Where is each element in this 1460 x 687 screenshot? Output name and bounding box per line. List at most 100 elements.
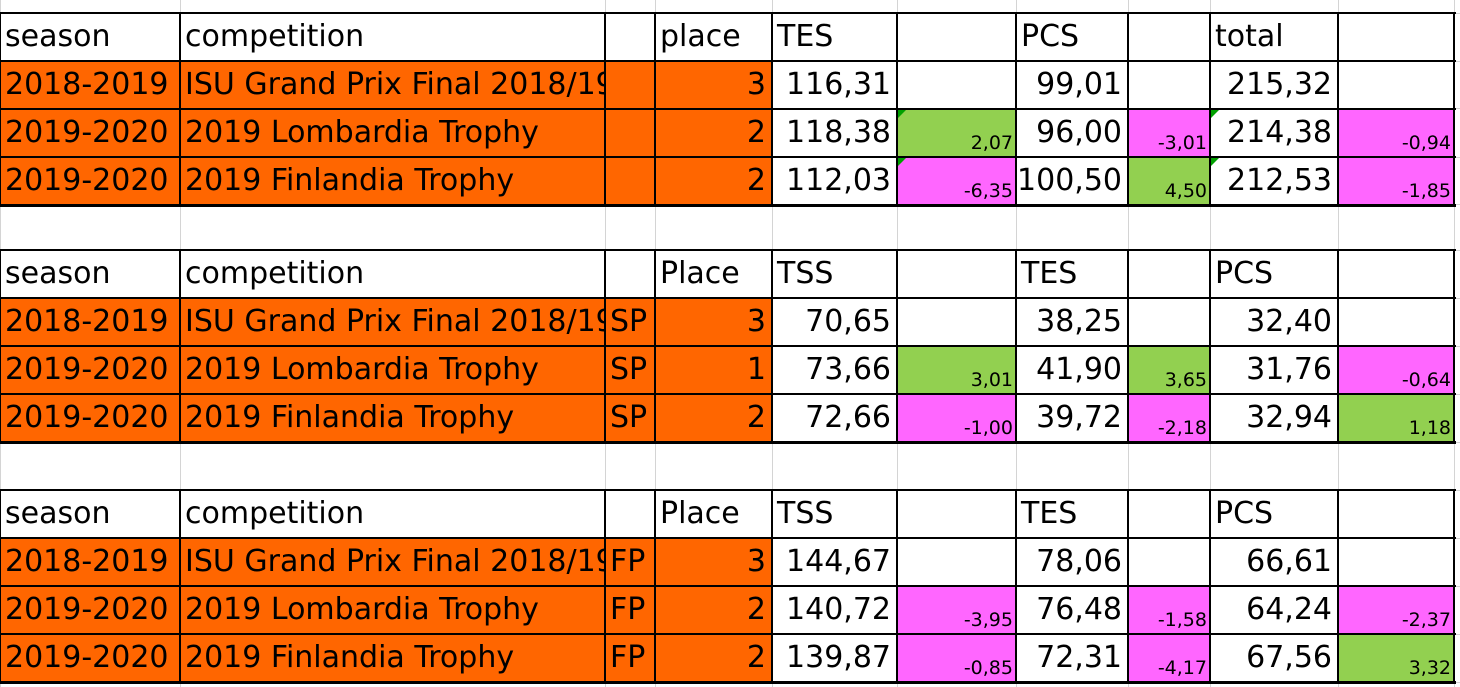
cell-delta-3[interactable] xyxy=(1338,61,1454,109)
column-header-delta-3[interactable] xyxy=(1338,490,1454,538)
cell-competition[interactable]: 2019 Finlandia Trophy xyxy=(180,394,605,442)
cell-delta-3[interactable]: 3,32 xyxy=(1338,634,1454,682)
cell-season[interactable]: 2018-2019 xyxy=(0,538,180,586)
column-header-competition[interactable]: competition xyxy=(180,490,605,538)
column-header-score-2[interactable]: PCS xyxy=(1016,13,1128,61)
cell-score-2[interactable]: 39,72 xyxy=(1016,394,1128,442)
cell-delta-2[interactable]: -1,58 xyxy=(1128,586,1210,634)
cell-segment[interactable]: FP xyxy=(605,586,655,634)
cell-score-1[interactable]: 72,66 xyxy=(772,394,897,442)
column-header-delta-2[interactable] xyxy=(1128,490,1210,538)
column-header-delta-1[interactable] xyxy=(897,250,1016,298)
cell-score-2[interactable]: 72,31 xyxy=(1016,634,1128,682)
column-header-competition[interactable]: competition xyxy=(180,250,605,298)
cell-competition[interactable]: ISU Grand Prix Final 2018/19 xyxy=(180,61,605,109)
cell-delta-2[interactable]: -3,01 xyxy=(1128,109,1210,157)
column-header-delta-3[interactable] xyxy=(1338,250,1454,298)
column-header-score-2[interactable]: TES xyxy=(1016,490,1128,538)
cell-delta-1[interactable] xyxy=(897,298,1016,346)
cell-season[interactable]: 2018-2019 xyxy=(0,61,180,109)
cell-delta-2[interactable] xyxy=(1128,298,1210,346)
column-header-delta-1[interactable] xyxy=(897,13,1016,61)
column-header-score-3[interactable]: total xyxy=(1210,13,1338,61)
cell-score-3[interactable]: 215,32 xyxy=(1210,61,1338,109)
cell-score-1[interactable]: 116,31 xyxy=(772,61,897,109)
cell-score-3[interactable]: 31,76 xyxy=(1210,346,1338,394)
cell-segment[interactable] xyxy=(605,61,655,109)
column-header-segment[interactable] xyxy=(605,490,655,538)
cell-delta-2[interactable]: 4,50 xyxy=(1128,157,1210,205)
cell-delta-1[interactable]: -0,85 xyxy=(897,634,1016,682)
column-header-score-2[interactable]: TES xyxy=(1016,250,1128,298)
cell-delta-3[interactable]: -2,37 xyxy=(1338,586,1454,634)
cell-season[interactable]: 2019-2020 xyxy=(0,346,180,394)
cell-segment[interactable]: FP xyxy=(605,538,655,586)
cell-delta-1[interactable] xyxy=(897,538,1016,586)
cell-place[interactable]: 2 xyxy=(655,157,772,205)
cell-score-2[interactable]: 96,00 xyxy=(1016,109,1128,157)
column-header-score-1[interactable]: TSS xyxy=(772,250,897,298)
cell-delta-1[interactable]: -3,95 xyxy=(897,586,1016,634)
cell-delta-3[interactable] xyxy=(1338,538,1454,586)
cell-competition[interactable]: 2019 Lombardia Trophy xyxy=(180,586,605,634)
cell-delta-1[interactable]: 2,07 xyxy=(897,109,1016,157)
cell-place[interactable]: 2 xyxy=(655,586,772,634)
cell-delta-2[interactable]: 3,65 xyxy=(1128,346,1210,394)
cell-competition[interactable]: ISU Grand Prix Final 2018/19 xyxy=(180,538,605,586)
cell-score-1[interactable]: 118,38 xyxy=(772,109,897,157)
cell-season[interactable]: 2019-2020 xyxy=(0,394,180,442)
column-header-score-1[interactable]: TSS xyxy=(772,490,897,538)
cell-segment[interactable] xyxy=(605,109,655,157)
cell-score-3[interactable]: 64,24 xyxy=(1210,586,1338,634)
cell-place[interactable]: 3 xyxy=(655,61,772,109)
cell-delta-3[interactable]: 1,18 xyxy=(1338,394,1454,442)
cell-score-3[interactable]: 67,56 xyxy=(1210,634,1338,682)
column-header-delta-2[interactable] xyxy=(1128,13,1210,61)
column-header-segment[interactable] xyxy=(605,250,655,298)
cell-competition[interactable]: 2019 Finlandia Trophy xyxy=(180,157,605,205)
cell-score-2[interactable]: 76,48 xyxy=(1016,586,1128,634)
cell-score-2[interactable]: 41,90 xyxy=(1016,346,1128,394)
cell-score-2[interactable]: 78,06 xyxy=(1016,538,1128,586)
cell-season[interactable]: 2019-2020 xyxy=(0,634,180,682)
cell-delta-1[interactable]: 3,01 xyxy=(897,346,1016,394)
column-header-delta-1[interactable] xyxy=(897,490,1016,538)
cell-delta-2[interactable]: -4,17 xyxy=(1128,634,1210,682)
column-header-segment[interactable] xyxy=(605,13,655,61)
cell-delta-1[interactable]: -6,35 xyxy=(897,157,1016,205)
cell-score-1[interactable]: 144,67 xyxy=(772,538,897,586)
cell-delta-3[interactable]: -1,85 xyxy=(1338,157,1454,205)
cell-score-3[interactable]: 32,94 xyxy=(1210,394,1338,442)
column-header-competition[interactable]: competition xyxy=(180,13,605,61)
cell-season[interactable]: 2019-2020 xyxy=(0,157,180,205)
cell-segment[interactable]: SP xyxy=(605,394,655,442)
cell-place[interactable]: 2 xyxy=(655,109,772,157)
column-header-season[interactable]: season xyxy=(0,13,180,61)
cell-delta-2[interactable]: -2,18 xyxy=(1128,394,1210,442)
column-header-place[interactable]: Place xyxy=(655,250,772,298)
column-header-delta-2[interactable] xyxy=(1128,250,1210,298)
column-header-place[interactable]: place xyxy=(655,13,772,61)
cell-place[interactable]: 2 xyxy=(655,634,772,682)
column-header-score-1[interactable]: TES xyxy=(772,13,897,61)
cell-delta-1[interactable]: -1,00 xyxy=(897,394,1016,442)
cell-segment[interactable]: SP xyxy=(605,346,655,394)
cell-competition[interactable]: 2019 Lombardia Trophy xyxy=(180,109,605,157)
cell-score-3[interactable]: 32,40 xyxy=(1210,298,1338,346)
column-header-delta-3[interactable] xyxy=(1338,13,1454,61)
cell-score-1[interactable]: 70,65 xyxy=(772,298,897,346)
cell-segment[interactable] xyxy=(605,157,655,205)
cell-place[interactable]: 3 xyxy=(655,298,772,346)
cell-score-3[interactable]: 214,38 xyxy=(1210,109,1338,157)
cell-competition[interactable]: 2019 Finlandia Trophy xyxy=(180,634,605,682)
cell-place[interactable]: 2 xyxy=(655,394,772,442)
cell-score-3[interactable]: 66,61 xyxy=(1210,538,1338,586)
cell-score-2[interactable]: 38,25 xyxy=(1016,298,1128,346)
cell-delta-2[interactable] xyxy=(1128,538,1210,586)
column-header-score-3[interactable]: PCS xyxy=(1210,250,1338,298)
cell-place[interactable]: 1 xyxy=(655,346,772,394)
cell-score-1[interactable]: 73,66 xyxy=(772,346,897,394)
cell-competition[interactable]: 2019 Lombardia Trophy xyxy=(180,346,605,394)
cell-score-1[interactable]: 139,87 xyxy=(772,634,897,682)
cell-delta-1[interactable] xyxy=(897,61,1016,109)
